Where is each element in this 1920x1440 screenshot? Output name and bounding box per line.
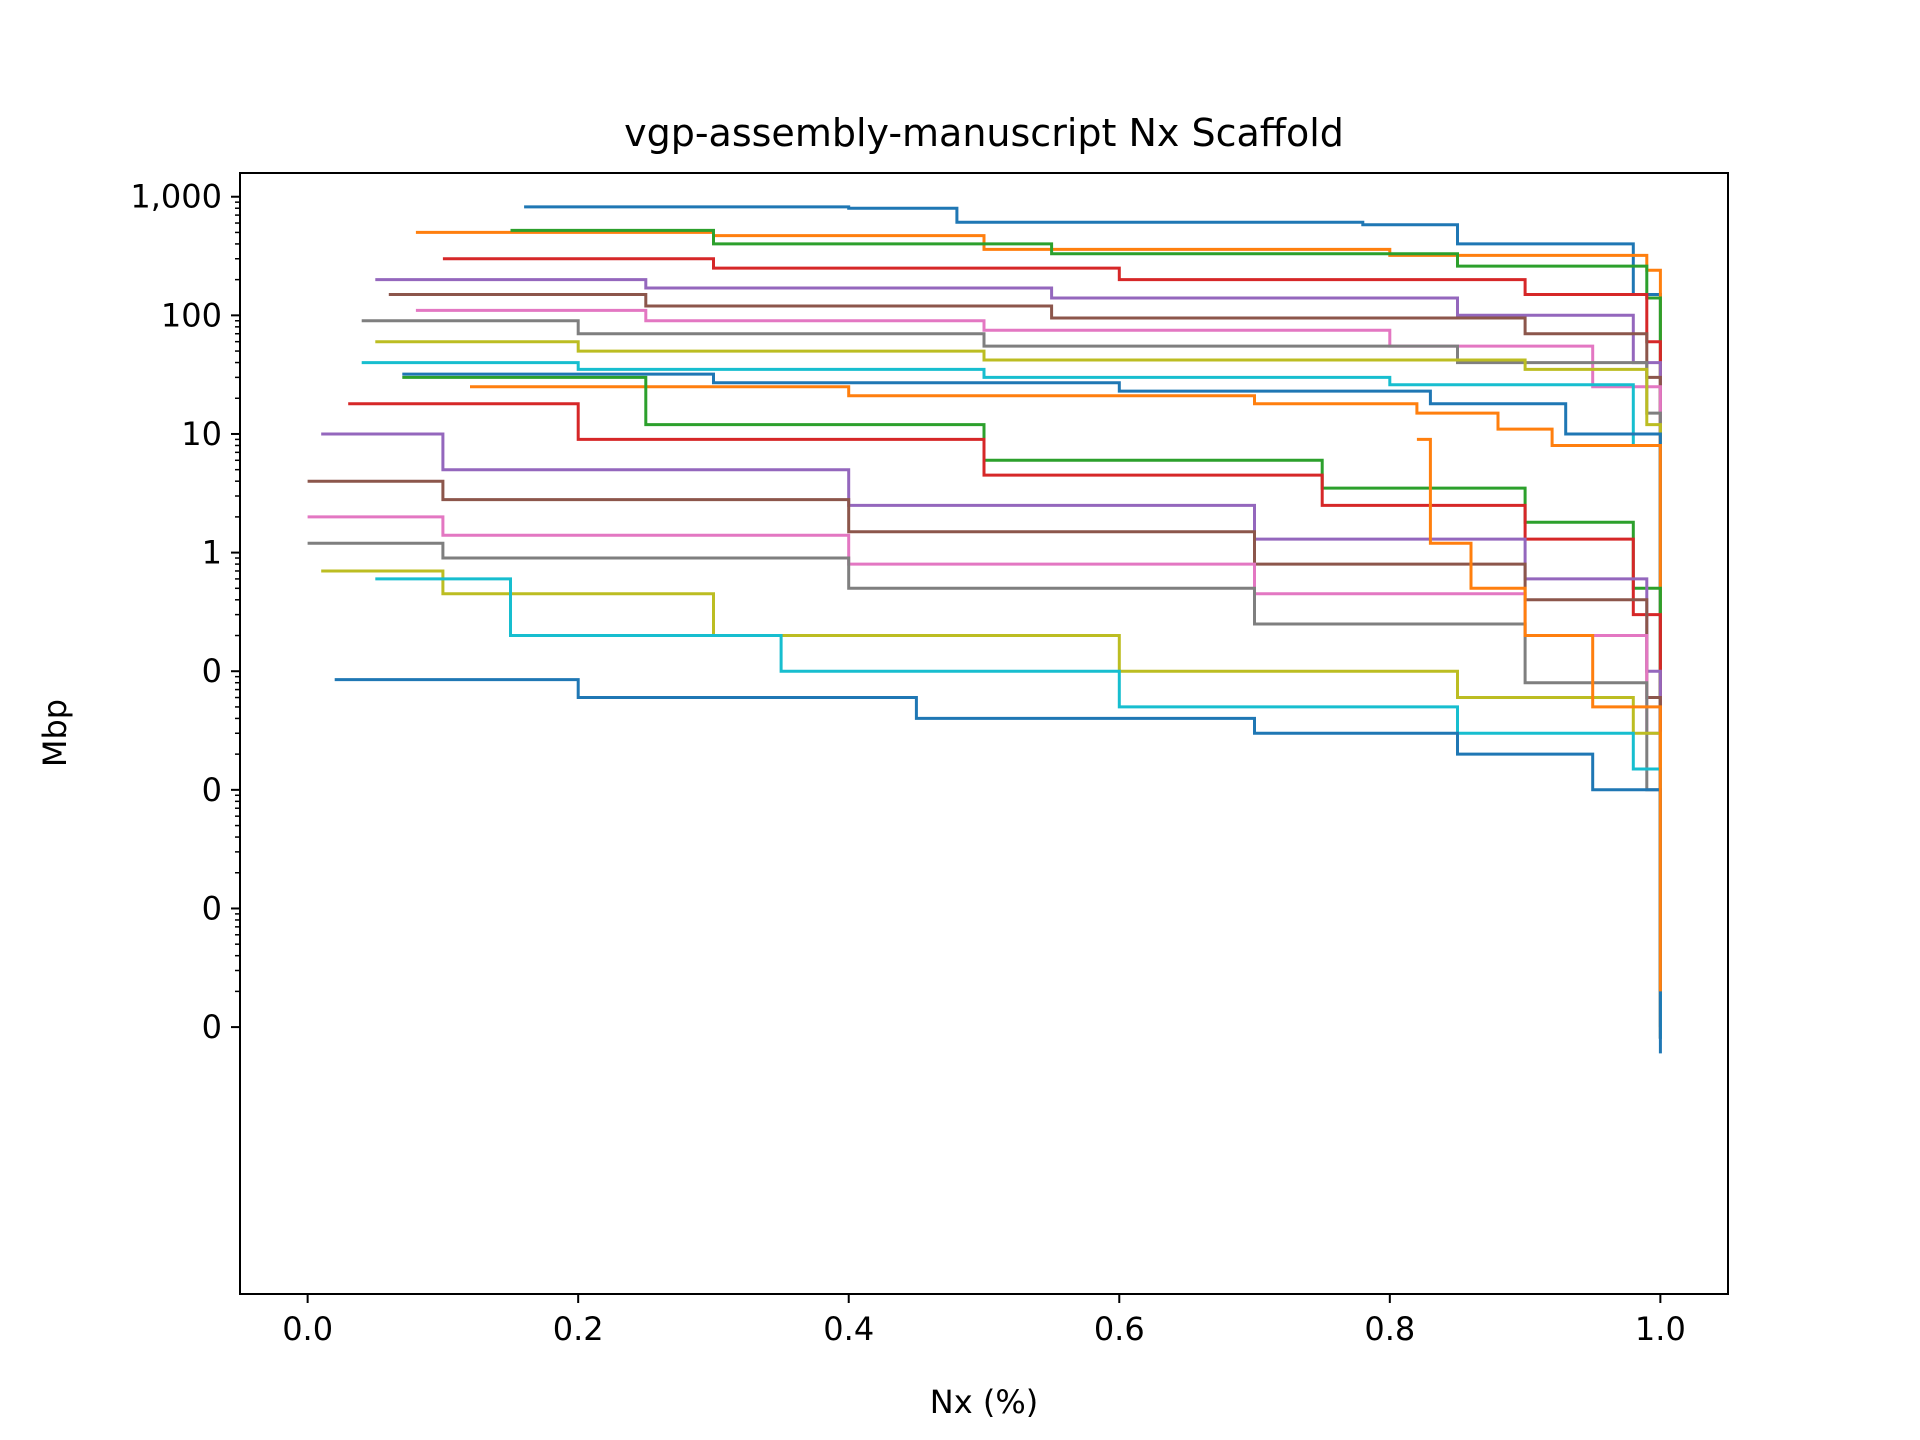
series-layer (307, 205, 1662, 1054)
x-tick-label: 0.6 (1094, 1310, 1145, 1348)
y-tick-label: 0 (202, 889, 222, 927)
x-axis: 0.0 0.2 0.4 0.6 0.8 1.0 (282, 1294, 1686, 1348)
series-line (388, 293, 1662, 992)
series-line (402, 372, 1662, 992)
x-tick-label: 0.4 (823, 1310, 874, 1348)
series-line (361, 319, 1662, 992)
series-line (375, 577, 1662, 1039)
series-line (1416, 437, 1662, 992)
series-line (470, 385, 1662, 992)
series-line (510, 228, 1662, 992)
series-line (442, 257, 1662, 992)
y-tick-label: 0 (202, 652, 222, 690)
series-line (415, 308, 1662, 992)
y-axis-label: Mbp (36, 699, 74, 767)
x-tick-label: 0.2 (553, 1310, 604, 1348)
x-tick-label: 0.8 (1364, 1310, 1415, 1348)
y-tick-label: 0 (202, 771, 222, 809)
chart-title: vgp-assembly-manuscript Nx Scaffold (624, 111, 1344, 155)
series-line (375, 340, 1662, 992)
y-tick-label: 10 (181, 415, 222, 453)
x-axis-label: Nx (%) (930, 1383, 1038, 1421)
x-tick-label: 0.0 (282, 1310, 333, 1348)
y-tick-label: 0 (202, 1008, 222, 1046)
series-line (348, 402, 1662, 1028)
y-tick-label: 100 (161, 296, 222, 334)
y-tick-label: 1 (202, 534, 222, 572)
series-line (334, 678, 1662, 1054)
y-tick-label: 1,000 (130, 178, 222, 216)
x-tick-label: 1.0 (1635, 1310, 1686, 1348)
